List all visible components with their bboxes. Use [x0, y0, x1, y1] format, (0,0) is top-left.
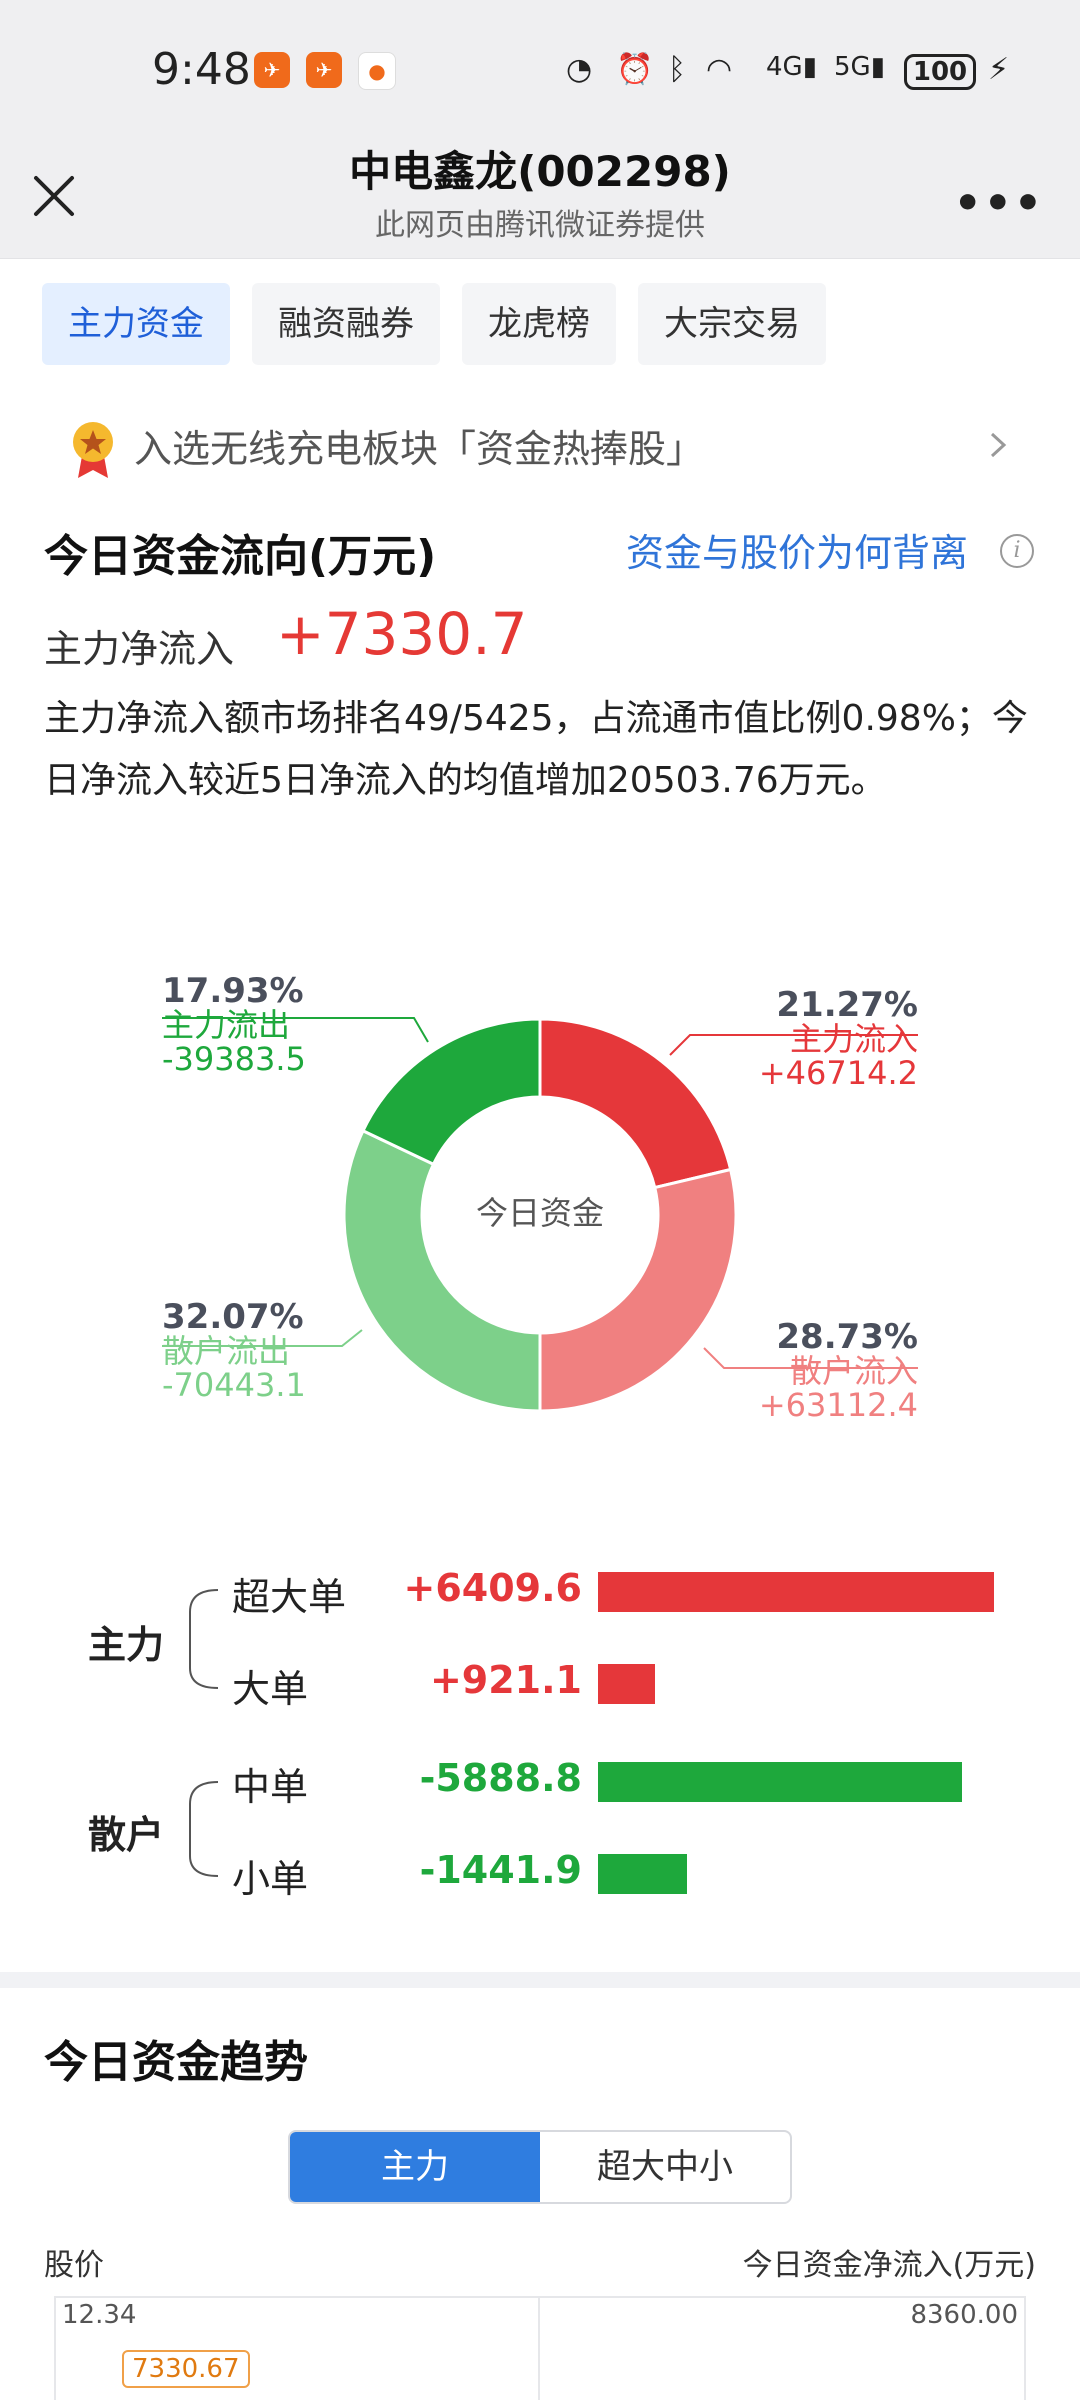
battery-indicator: 100 — [904, 54, 976, 90]
signal-5g-icon: 5G▮ — [834, 52, 885, 82]
trend-section-title: 今日资金趋势 — [44, 2037, 308, 2088]
app-notification-icon: ✈ — [254, 52, 290, 88]
alarm-icon: ⏰ — [616, 52, 654, 87]
clock: 9:48 — [152, 44, 251, 95]
donut-center-label: 今日资金 — [476, 1194, 604, 1232]
y-right-top-tick: 8360.00 — [910, 2300, 1018, 2330]
slice-percent: 17.93% — [162, 971, 304, 1011]
net-inflow-value: +7330.7 — [276, 600, 528, 668]
slice-name: 主力流入 — [789, 1020, 918, 1058]
tab-bar: 主力资金 融资融券 龙虎榜 大宗交易 — [42, 283, 826, 365]
slice-value: -39383.5 — [162, 1040, 306, 1078]
axis-right-label: 今日资金净流入(万元) — [742, 2248, 1036, 2283]
divergence-link[interactable]: 资金与股价为何背离 — [626, 531, 969, 575]
segment-main[interactable]: 主力 — [290, 2132, 540, 2202]
bar-large — [598, 1664, 655, 1704]
bar-small — [598, 1854, 687, 1894]
row-value: +6409.6 — [403, 1566, 582, 1610]
slice-name: 主力流出 — [162, 1006, 291, 1044]
axis-left-label: 股价 — [44, 2248, 104, 2283]
trend-segment-control: 主力 超大中小 — [288, 2130, 792, 2204]
segment-size-breakdown[interactable]: 超大中小 — [597, 2147, 733, 2187]
slice-name: 散户流出 — [162, 1332, 291, 1370]
fund-flow-donut-chart: 今日资金 21.27% 主力流入 +46714.2 28.73% 散户流入 +6… — [0, 940, 1080, 1460]
tab-block-trade[interactable]: 大宗交易 — [638, 283, 826, 365]
page-title: 中电鑫龙(002298) — [349, 147, 731, 196]
hot-banner-text: 入选无线充电板块「资金热捧股」 — [134, 427, 705, 471]
data-speed-icon: ◔ — [566, 52, 593, 87]
app-notification-icon: ● — [358, 52, 396, 90]
slice-main-out — [361, 1017, 542, 1167]
leader-line-retail-out — [162, 1329, 363, 1347]
hot-banner[interactable]: 入选无线充电板块「资金热捧股」 — [68, 414, 1008, 478]
slice-name: 散户流入 — [789, 1352, 918, 1390]
group-label-main: 主力 — [88, 1623, 165, 1667]
slice-percent: 21.27% — [776, 985, 918, 1025]
bluetooth-icon: ᛒ — [668, 52, 686, 87]
bar-super-large — [598, 1572, 994, 1612]
trend-plot-area[interactable] — [54, 2296, 1026, 2400]
chevron-right-icon — [990, 432, 1007, 458]
row-label: 中单 — [232, 1765, 309, 1809]
row-label: 小单 — [232, 1857, 309, 1901]
slice-label-main-in: 21.27% 主力流入 +46714.2 — [680, 988, 918, 1090]
tab-dragon-tiger[interactable]: 龙虎榜 — [462, 283, 616, 365]
leader-line-main-out — [162, 1017, 429, 1043]
leader-line-main-in — [669, 1034, 918, 1056]
donut-svg: 今日资金 — [162, 1017, 918, 1413]
page-header: ••• — [0, 140, 1080, 259]
flow-section-title: 今日资金流向(万元) — [44, 531, 437, 582]
section-divider — [0, 1972, 1080, 1988]
charging-icon: ⚡ — [988, 52, 1010, 87]
flow-description: 主力净流入额市场排名49/5425，占流通市值比例0.98%；今日净流入较近5日… — [44, 698, 1028, 801]
row-value: +921.1 — [429, 1658, 582, 1702]
slice-retail-out — [342, 1128, 542, 1413]
info-icon[interactable]: i — [1000, 534, 1034, 568]
page-subtitle: 此网页由腾讯微证券提供 — [375, 208, 705, 243]
leader-line-retail-in — [703, 1347, 918, 1369]
slice-percent: 28.73% — [776, 1317, 918, 1357]
slice-main-in — [538, 1017, 733, 1190]
app-notification-icon: ✈ — [306, 52, 342, 88]
slice-value: +63112.4 — [758, 1386, 918, 1424]
row-value: -5888.8 — [419, 1756, 582, 1800]
tab-margin-trading[interactable]: 融资融券 — [252, 283, 440, 365]
bar-medium — [598, 1762, 962, 1802]
group-label-retail: 散户 — [88, 1813, 165, 1857]
trend-plot-midline — [538, 2296, 540, 2400]
medal-icon — [73, 422, 113, 478]
slice-value: -70443.1 — [162, 1366, 306, 1404]
slice-label-main-out: 17.93% 主力流出 -39383.5 — [162, 974, 306, 1076]
slice-retail-in — [538, 1167, 738, 1413]
group-brackets — [189, 1589, 219, 1877]
wifi-icon: ◠ — [706, 52, 733, 87]
trend-tooltip: 7330.67 — [122, 2350, 250, 2388]
status-bar: 9:48 ✈ ✈ ● ◔ ⏰ ᛒ ◠ 4G▮ 5G▮ 100 ⚡ — [0, 0, 1080, 140]
row-label: 超大单 — [232, 1575, 347, 1619]
tab-main-funds[interactable]: 主力资金 — [42, 283, 230, 365]
row-label: 大单 — [232, 1667, 309, 1711]
slice-value: +46714.2 — [758, 1054, 918, 1092]
slice-label-retail-in: 28.73% 散户流入 +63112.4 — [680, 1320, 918, 1422]
signal-4g-icon: 4G▮ — [766, 52, 817, 82]
net-inflow-label: 主力净流入 — [44, 627, 235, 671]
close-icon[interactable] — [28, 170, 80, 222]
slice-label-retail-out: 32.07% 散户流出 -70443.1 — [162, 1300, 306, 1402]
slice-percent: 32.07% — [162, 1297, 304, 1337]
more-options-icon[interactable]: ••• — [953, 178, 1044, 229]
row-value: -1441.9 — [419, 1848, 582, 1892]
y-left-top-tick: 12.34 — [62, 2300, 137, 2330]
